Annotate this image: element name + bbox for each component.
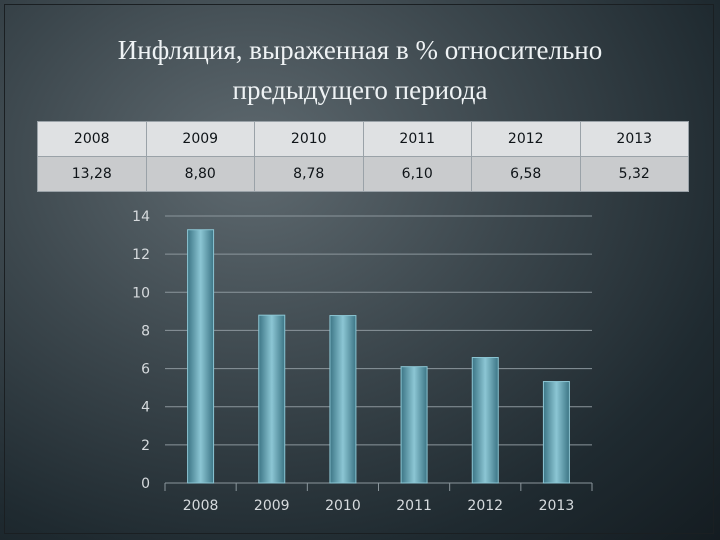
y-axis-ticks: 0 2 4 6 8 10 12 14 xyxy=(132,209,150,492)
y-tick-label: 10 xyxy=(132,285,150,301)
table-value-cell: 5,32 xyxy=(579,156,689,192)
x-tick-label: 2009 xyxy=(254,498,290,514)
table-header-row: 2008 2009 2010 2011 2012 2013 xyxy=(37,121,689,157)
bar-2013 xyxy=(542,381,570,484)
chart-bars xyxy=(187,229,570,484)
y-tick-label: 12 xyxy=(132,247,150,263)
bar-2011 xyxy=(400,366,428,484)
table-value-cell: 13,28 xyxy=(37,156,147,192)
x-tick-label: 2011 xyxy=(396,498,432,514)
table-year-cell: 2008 xyxy=(37,121,147,157)
y-tick-label: 4 xyxy=(141,400,150,416)
bar-2010 xyxy=(329,315,357,484)
bar-2008 xyxy=(187,229,215,484)
x-tick-label: 2013 xyxy=(539,498,575,514)
inflation-table: 2008 2009 2010 2011 2012 2013 13,28 8,80… xyxy=(37,121,689,192)
y-tick-label: 14 xyxy=(132,209,150,225)
table-year-cell: 2012 xyxy=(471,121,581,157)
slide-title: Инфляция, выраженная в % относительно пр… xyxy=(117,35,603,105)
chart-gridlines xyxy=(164,215,593,491)
table-value-row: 13,28 8,80 8,78 6,10 6,58 5,32 xyxy=(37,156,689,192)
table-value-cell: 6,10 xyxy=(362,156,472,192)
x-tick-label: 2012 xyxy=(467,498,503,514)
table-year-cell: 2009 xyxy=(145,121,255,157)
table-value-cell: 6,58 xyxy=(471,156,581,192)
x-axis-ticks: 2008 2009 2010 2011 2012 2013 xyxy=(183,498,574,514)
table-value-cell: 8,80 xyxy=(145,156,255,192)
x-tick-label: 2010 xyxy=(325,498,361,514)
table-year-cell: 2013 xyxy=(579,121,689,157)
bar-2009 xyxy=(258,314,286,484)
slide-frame xyxy=(4,4,714,534)
bar-2012 xyxy=(471,357,499,484)
table-value-cell: 8,78 xyxy=(254,156,364,192)
y-tick-label: 2 xyxy=(141,438,150,454)
y-tick-label: 6 xyxy=(141,362,150,378)
y-tick-label: 8 xyxy=(141,323,150,339)
x-tick-label: 2008 xyxy=(183,498,219,514)
table-year-cell: 2010 xyxy=(254,121,364,157)
y-tick-label: 0 xyxy=(141,476,150,492)
